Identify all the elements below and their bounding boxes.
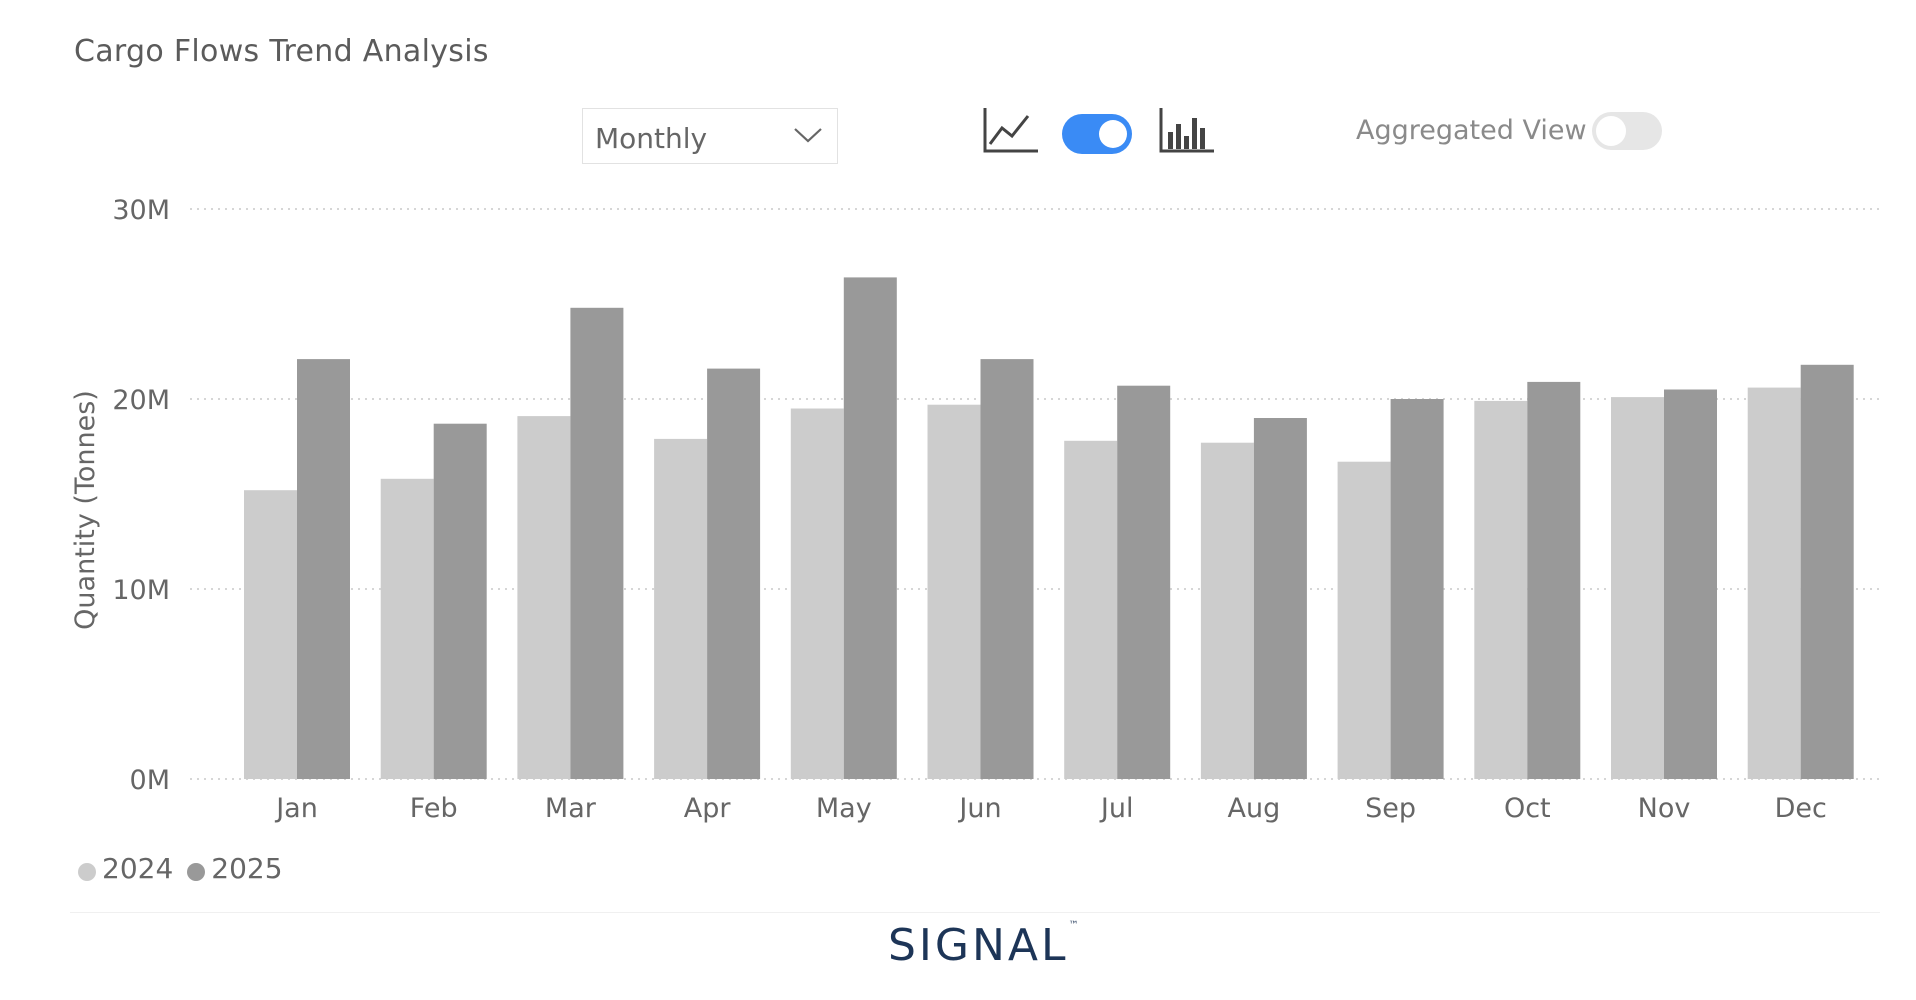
bar-2025-dec[interactable]: [1800, 364, 1854, 779]
bar-2025-jun[interactable]: [980, 359, 1034, 779]
aggregated-view-toggle[interactable]: [1592, 112, 1662, 150]
aggregated-view-toggle-knob: [1596, 116, 1626, 146]
period-dropdown-value: Monthly: [595, 122, 708, 155]
legend-dot-2024: [78, 862, 96, 881]
bar-2025-apr[interactable]: [707, 368, 761, 779]
bar-2025-oct[interactable]: [1527, 381, 1581, 779]
chart-title: Cargo Flows Trend Analysis: [74, 34, 489, 69]
x-tick-label: May: [816, 793, 872, 824]
footer-divider: [70, 912, 1880, 913]
bar-2024-sep[interactable]: [1337, 461, 1391, 779]
bar-2024-aug[interactable]: [1200, 442, 1254, 779]
bar-2025-aug[interactable]: [1253, 418, 1307, 779]
x-tick-label: Nov: [1638, 793, 1691, 824]
legend-item-2025[interactable]: 2025: [187, 852, 283, 885]
legend-item-2024[interactable]: 2024: [78, 852, 173, 885]
signal-logo: SIGNAL™: [888, 920, 1082, 971]
bar-2025-feb[interactable]: [433, 423, 487, 779]
chart-type-toggle-knob: [1099, 120, 1127, 148]
chevron-down-icon: [794, 128, 822, 143]
chart-type-toggle[interactable]: [1062, 114, 1132, 154]
bar-2025-jan[interactable]: [297, 359, 350, 779]
bar-2024-jun[interactable]: [927, 404, 981, 779]
line-chart-icon[interactable]: [982, 106, 1040, 154]
bar-2025-mar[interactable]: [570, 307, 624, 779]
x-tick-label: Dec: [1775, 793, 1827, 824]
bar-2024-dec[interactable]: [1747, 387, 1801, 779]
x-tick-label: Aug: [1228, 793, 1281, 824]
bar-2025-nov[interactable]: [1664, 389, 1717, 780]
logo-text: SIGNAL: [888, 920, 1069, 971]
bar-2024-mar[interactable]: [517, 416, 571, 779]
x-tick-label: Jan: [274, 793, 318, 824]
bar-2024-oct[interactable]: [1474, 400, 1528, 779]
y-tick-label: 0M: [130, 765, 170, 796]
bar-2024-may[interactable]: [790, 408, 844, 780]
bar-2025-jul[interactable]: [1117, 385, 1171, 779]
aggregated-view-label: Aggregated View: [1356, 115, 1587, 146]
bar-2024-feb[interactable]: [380, 478, 434, 779]
x-tick-label: Mar: [545, 793, 597, 824]
bar-2025-sep[interactable]: [1390, 399, 1444, 779]
x-tick-label: Apr: [684, 793, 732, 824]
bar-chart-icon[interactable]: [1158, 106, 1216, 154]
bar-2024-apr[interactable]: [654, 438, 708, 779]
bar-2025-may[interactable]: [843, 277, 897, 779]
legend-label-2025: 2025: [211, 852, 283, 885]
x-tick-label: Jul: [1099, 793, 1134, 824]
y-tick-label: 20M: [112, 385, 170, 416]
bar-chart: 0M 10M 20M 30M Quantity (Tonnes) Jan Feb Mar Apr…: [70, 195, 1880, 824]
y-tick-label: 10M: [112, 575, 170, 606]
logo-trademark: ™: [1068, 920, 1082, 931]
bar-2024-jan[interactable]: [244, 490, 297, 779]
period-dropdown[interactable]: Monthly: [582, 108, 838, 164]
x-tick-label: Oct: [1504, 793, 1551, 824]
y-axis-label: Quantity (Tonnes): [70, 390, 101, 630]
chart-legend: 2024 2025: [78, 852, 283, 885]
legend-label-2024: 2024: [102, 852, 174, 885]
y-tick-label: 30M: [112, 195, 170, 226]
legend-dot-2025: [187, 862, 206, 881]
bar-2024-jul[interactable]: [1064, 440, 1118, 779]
bar-2024-nov[interactable]: [1611, 397, 1664, 779]
x-tick-label: Sep: [1365, 793, 1416, 824]
x-tick-label: Jun: [957, 793, 1001, 824]
x-tick-label: Feb: [410, 793, 458, 824]
